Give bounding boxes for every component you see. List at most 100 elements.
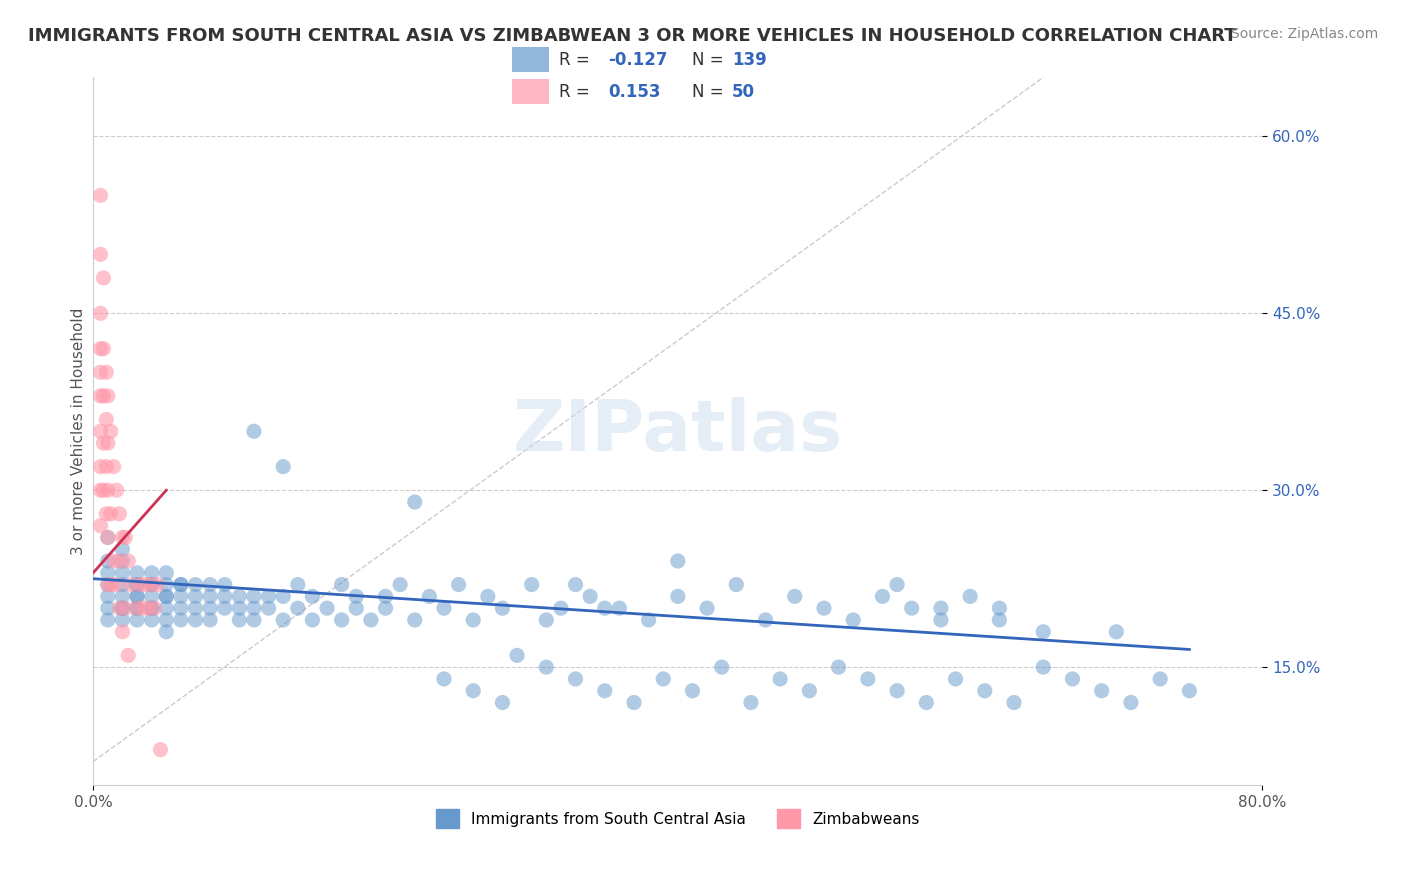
Point (184, 613, 207, 627)
Point (257, 601, 280, 615)
Point (155, 566, 177, 580)
Y-axis label: 3 or more Vehicles in Household: 3 or more Vehicles in Household (72, 308, 86, 555)
Point (666, 554, 689, 568)
Point (125, 613, 148, 627)
Point (125, 601, 148, 615)
Point (125, 566, 148, 580)
Point (198, 577, 221, 591)
Point (125, 590, 148, 604)
Point (155, 590, 177, 604)
Point (184, 601, 207, 615)
Point (89, 518, 111, 533)
Point (593, 601, 616, 615)
Point (301, 613, 323, 627)
Point (97, 389, 120, 403)
Point (1032, 624, 1054, 639)
Point (103, 554, 125, 568)
Point (96, 412, 118, 426)
Point (114, 601, 136, 615)
Point (111, 624, 134, 639)
Point (97, 483, 120, 498)
Point (243, 424, 266, 438)
Text: R =: R = (558, 51, 595, 69)
Text: 50: 50 (733, 83, 755, 101)
Point (108, 507, 131, 521)
Point (141, 577, 163, 591)
Point (141, 590, 163, 604)
Point (111, 577, 134, 591)
Point (536, 660, 558, 674)
Point (740, 696, 762, 710)
Point (108, 554, 131, 568)
Point (97, 590, 120, 604)
Point (198, 613, 221, 627)
Point (287, 601, 309, 615)
Point (141, 577, 163, 591)
Point (900, 601, 922, 615)
Point (374, 601, 396, 615)
Point (111, 530, 134, 544)
Text: Source: ZipAtlas.com: Source: ZipAtlas.com (1230, 27, 1378, 41)
Point (1032, 660, 1054, 674)
Point (915, 696, 938, 710)
Point (184, 590, 207, 604)
Point (929, 613, 952, 627)
Point (959, 590, 981, 604)
Point (105, 577, 128, 591)
Point (170, 577, 193, 591)
Point (271, 459, 294, 474)
Point (1149, 672, 1171, 686)
Point (97, 436, 120, 450)
Point (117, 554, 139, 568)
Point (856, 672, 879, 686)
Point (170, 601, 193, 615)
Point (418, 590, 440, 604)
Point (111, 613, 134, 627)
Point (988, 601, 1011, 615)
Point (198, 601, 221, 615)
Point (243, 590, 266, 604)
Point (97, 566, 120, 580)
Point (872, 590, 894, 604)
Point (129, 577, 152, 591)
Point (214, 601, 236, 615)
Point (89, 424, 111, 438)
Point (141, 577, 163, 591)
Point (330, 577, 353, 591)
Point (316, 601, 339, 615)
Point (564, 577, 586, 591)
Point (170, 590, 193, 604)
Point (506, 648, 529, 663)
Point (344, 601, 367, 615)
Point (886, 683, 908, 698)
Point (447, 577, 470, 591)
Point (769, 672, 792, 686)
Text: 0.153: 0.153 (609, 83, 661, 101)
Point (783, 590, 806, 604)
Point (1119, 696, 1142, 710)
Point (652, 672, 675, 686)
Point (97, 601, 120, 615)
Point (945, 672, 967, 686)
Point (97, 577, 120, 591)
Point (125, 601, 148, 615)
Point (696, 601, 718, 615)
Point (257, 590, 280, 604)
Point (886, 577, 908, 591)
Point (344, 590, 367, 604)
Point (271, 613, 294, 627)
Point (198, 590, 221, 604)
Point (374, 590, 396, 604)
Point (433, 601, 456, 615)
Point (149, 742, 172, 756)
Point (463, 683, 485, 698)
Point (710, 660, 733, 674)
Point (97, 530, 120, 544)
Point (125, 590, 148, 604)
Point (89, 483, 111, 498)
Point (754, 613, 776, 627)
Point (89, 306, 111, 320)
Text: R =: R = (558, 83, 595, 101)
FancyBboxPatch shape (512, 79, 550, 104)
FancyBboxPatch shape (512, 47, 550, 72)
